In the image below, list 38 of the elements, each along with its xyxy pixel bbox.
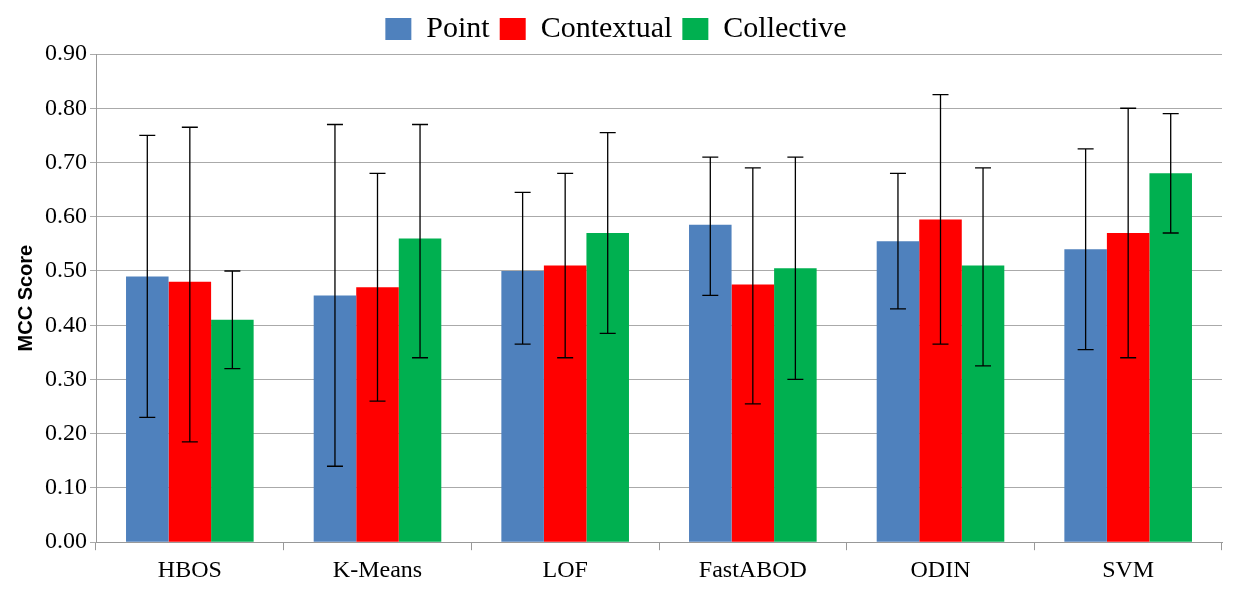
bar <box>586 233 629 542</box>
y-tick-label: 0.60 <box>45 202 87 229</box>
legend-label: Contextual <box>540 9 673 43</box>
x-tick-label: K-Means <box>332 555 423 582</box>
x-tick-label: ODIN <box>910 555 971 582</box>
bar <box>961 265 1005 542</box>
bar <box>313 295 357 542</box>
bar <box>168 281 212 542</box>
y-tick-label: 0.30 <box>45 364 87 391</box>
bar <box>919 219 962 542</box>
x-tick-label: FastABOD <box>698 555 807 582</box>
y-tick-label: 0.40 <box>45 310 87 337</box>
bar <box>774 268 817 542</box>
legend-label: Point <box>426 9 491 43</box>
bar <box>543 265 587 542</box>
x-tick-label: LOF <box>542 555 588 582</box>
y-tick-label: 0.70 <box>45 147 87 174</box>
bar <box>1064 249 1107 542</box>
y-axis-title: MCC Score <box>13 244 36 352</box>
y-tick-label: 0.00 <box>45 527 87 554</box>
bar <box>126 276 169 542</box>
bar <box>211 319 254 542</box>
y-tick-label: 0.10 <box>45 473 87 500</box>
bar <box>356 287 399 542</box>
y-tick-label: 0.80 <box>45 93 87 120</box>
legend-label: Collective <box>723 9 847 43</box>
bar <box>501 270 544 542</box>
bar <box>876 241 920 542</box>
x-tick-label: HBOS <box>157 555 222 582</box>
x-tick-label: SVM <box>1102 555 1155 582</box>
y-tick-label: 0.90 <box>45 39 87 66</box>
y-tick-label: 0.20 <box>45 419 87 446</box>
bar <box>731 284 775 542</box>
bar <box>689 224 732 542</box>
bar <box>1149 173 1192 542</box>
bar <box>398 238 442 542</box>
bar <box>1106 233 1150 542</box>
y-tick-label: 0.50 <box>45 256 87 283</box>
